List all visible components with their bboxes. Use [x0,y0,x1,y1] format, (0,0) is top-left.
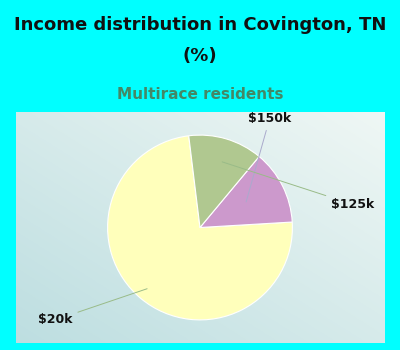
Wedge shape [189,135,259,228]
Text: (%): (%) [183,47,217,65]
Text: $150k: $150k [246,112,291,202]
Text: $125k: $125k [222,162,374,211]
Wedge shape [108,136,292,320]
Text: $20k: $20k [38,289,147,327]
Text: Income distribution in Covington, TN: Income distribution in Covington, TN [14,16,386,34]
Wedge shape [200,156,292,228]
Text: Multirace residents: Multirace residents [117,86,283,102]
